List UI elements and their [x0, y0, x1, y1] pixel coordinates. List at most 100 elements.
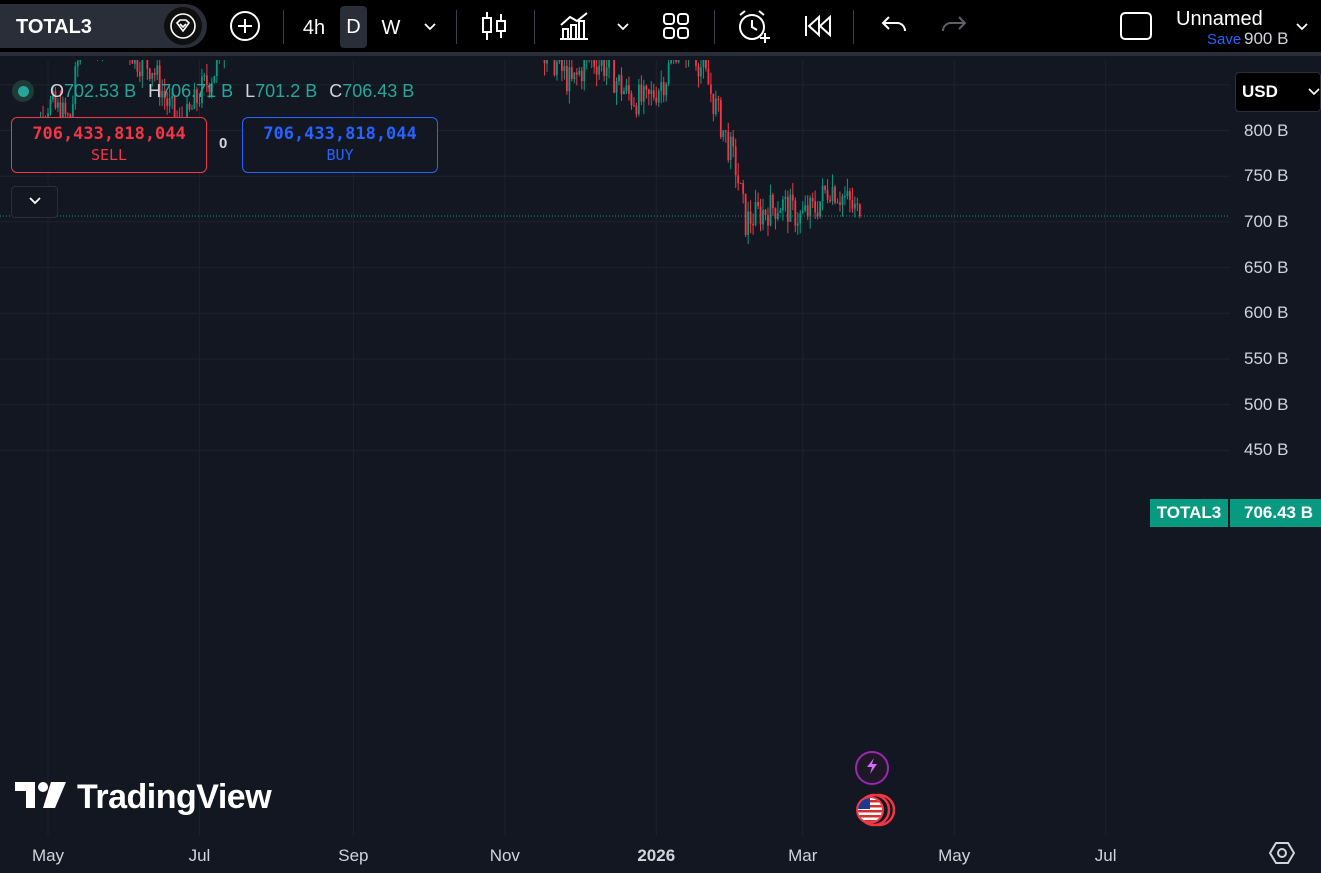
- toolbar-divider: [283, 10, 284, 44]
- sell-label: SELL: [90, 146, 128, 164]
- us-event-icon[interactable]: [853, 792, 897, 828]
- candle-body: [146, 60, 149, 69]
- currency-label: USD: [1242, 82, 1278, 101]
- candle-body: [57, 102, 59, 108]
- currency-select[interactable]: USD: [1235, 72, 1321, 112]
- candle-body: [749, 211, 752, 224]
- candle-body: [623, 90, 625, 95]
- candle-body: [737, 175, 740, 184]
- tradingview-logo-icon: [15, 780, 67, 815]
- candle-body: [724, 130, 727, 132]
- candle-body: [791, 194, 794, 201]
- candle-body: [203, 75, 206, 77]
- candle-body: [600, 60, 603, 66]
- candle-body: [804, 205, 807, 211]
- chart-settings-button[interactable]: [1268, 841, 1296, 869]
- sell-button[interactable]: 706,433,818,044 SELL: [11, 117, 207, 173]
- candle-body: [580, 70, 583, 82]
- candle-body: [575, 72, 578, 75]
- interval-4h-button[interactable]: 4h: [296, 8, 332, 48]
- candle-body: [558, 60, 561, 62]
- interval-w-button[interactable]: W: [376, 8, 406, 48]
- price-tick-label: 650 B: [1244, 257, 1289, 277]
- layout-name[interactable]: Unnamed: [1176, 8, 1263, 30]
- candles-icon: [480, 10, 508, 47]
- candle-body: [595, 66, 598, 75]
- candle-body: [821, 185, 824, 202]
- candle-body: [769, 194, 772, 226]
- interval-d-button[interactable]: D: [340, 6, 367, 48]
- buy-button[interactable]: 706,433,818,044 BUY: [242, 117, 438, 173]
- candle-body: [665, 83, 668, 96]
- price-tick-label: 750 B: [1244, 166, 1289, 186]
- interval-dropdown-button[interactable]: [419, 8, 441, 48]
- candle-body: [784, 196, 787, 200]
- candle-body: [836, 202, 839, 204]
- sell-price: 706,433,818,044: [32, 124, 186, 144]
- layout-templates-button[interactable]: [659, 8, 693, 48]
- candle-body: [789, 194, 792, 222]
- open-value: 702.53 B: [64, 80, 137, 101]
- candle-body: [625, 85, 628, 91]
- layout-toggle-button[interactable]: [1118, 8, 1154, 48]
- candle-body: [198, 102, 201, 104]
- series-legend: O 702.53 B H 706.71 B L 701.2 B C 706.43…: [12, 80, 426, 102]
- open-label: O: [50, 80, 65, 101]
- candle-body: [841, 196, 844, 205]
- candle-body: [188, 103, 191, 110]
- chart-pane[interactable]: [0, 60, 1230, 835]
- last-price-symbol-label: TOTAL3: [1150, 499, 1228, 527]
- replay-button[interactable]: [800, 8, 834, 48]
- price-chart[interactable]: [0, 60, 1230, 835]
- candle-body: [215, 60, 218, 77]
- candle-body: [208, 84, 211, 92]
- redo-button[interactable]: [938, 8, 972, 48]
- create-alert-button[interactable]: [734, 8, 774, 48]
- market-status-icon[interactable]: [12, 80, 34, 102]
- candle-body: [138, 71, 141, 77]
- candle-body: [561, 60, 563, 71]
- price-tick-label: 800 B: [1244, 120, 1289, 140]
- us-flag-icon: [856, 793, 896, 827]
- candle-body: [744, 193, 747, 235]
- indicators-button[interactable]: [555, 8, 593, 48]
- candle-body: [156, 65, 159, 75]
- chart-type-button[interactable]: [476, 8, 512, 48]
- candle-body: [573, 72, 576, 80]
- compare-add-symbol-button[interactable]: [226, 8, 264, 48]
- toolbar-divider: [853, 10, 854, 44]
- candle-body: [158, 65, 161, 98]
- candle-body: [853, 203, 856, 209]
- candle-body: [829, 199, 831, 202]
- candle-body: [811, 197, 814, 202]
- price-tick-label: 700 B: [1244, 211, 1289, 231]
- symbol-search-button[interactable]: TOTAL3: [0, 4, 207, 48]
- candle-body: [772, 194, 774, 209]
- candle-body: [613, 60, 615, 93]
- layout-menu-button[interactable]: [1291, 8, 1313, 48]
- candle-body: [570, 67, 573, 80]
- undo-button[interactable]: [876, 8, 910, 48]
- price-tick-label: 600 B: [1244, 303, 1289, 323]
- indicators-dropdown-button[interactable]: [612, 8, 634, 48]
- candle-body: [563, 65, 566, 71]
- candle-body: [168, 98, 171, 106]
- save-button[interactable]: Save: [1207, 31, 1242, 48]
- tradingview-watermark[interactable]: TradingView: [15, 778, 272, 817]
- toolbar-divider: [456, 10, 457, 44]
- candle-body: [605, 67, 608, 77]
- time-axis[interactable]: May Jul Sep Nov 2026 Mar May Jul: [0, 835, 1321, 873]
- price-tick-label: 450 B: [1244, 440, 1289, 460]
- candle-body: [630, 93, 633, 106]
- candle-body: [719, 100, 722, 138]
- diamond-icon[interactable]: [164, 7, 202, 45]
- lightning-icon: [864, 757, 880, 780]
- price-tick-label: 500 B: [1244, 394, 1289, 414]
- candle-body: [846, 191, 849, 197]
- close-label: C: [329, 80, 343, 101]
- collapse-legend-button[interactable]: [11, 186, 58, 218]
- economic-event-icon[interactable]: [855, 751, 889, 785]
- candle-body: [799, 213, 802, 224]
